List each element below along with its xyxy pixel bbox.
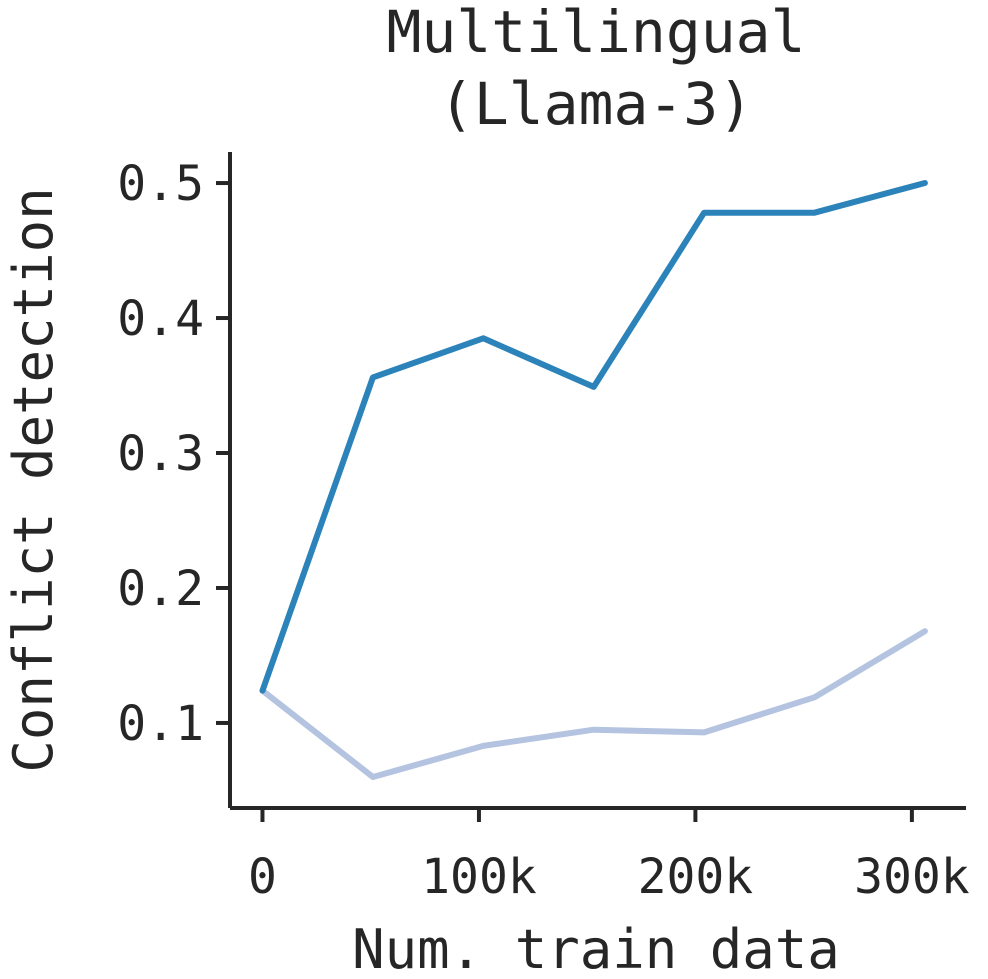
series-line-2 — [259, 628, 928, 780]
y-tick-label: 0.1 — [117, 696, 204, 752]
y-tick-label: 0.2 — [117, 561, 204, 617]
chart-title-line: (Llama-3) — [439, 70, 753, 138]
x-ticks: 0 100k 200k 300k — [248, 808, 970, 905]
x-tick-label: 200k — [638, 849, 754, 905]
axes — [228, 152, 966, 810]
y-tick-label: 0.3 — [117, 426, 204, 482]
y-tick-label: 0.4 — [117, 291, 204, 347]
y-tick-label: 0.5 — [117, 156, 204, 212]
series-lines — [259, 180, 928, 780]
chart-title: Multilingual(Llama-3) — [386, 0, 805, 138]
x-tick-label: 300k — [854, 849, 970, 905]
x-axis-label: Num. train data — [352, 918, 840, 979]
series-line-1 — [259, 180, 928, 694]
y-ticks: 0.1 0.2 0.3 0.4 0.5 — [117, 156, 230, 752]
x-tick-label: 100k — [421, 849, 537, 905]
chart-title-line: Multilingual — [386, 0, 805, 66]
y-axis-label: Conflict detection — [2, 187, 65, 772]
x-tick-label: 0 — [248, 849, 277, 905]
